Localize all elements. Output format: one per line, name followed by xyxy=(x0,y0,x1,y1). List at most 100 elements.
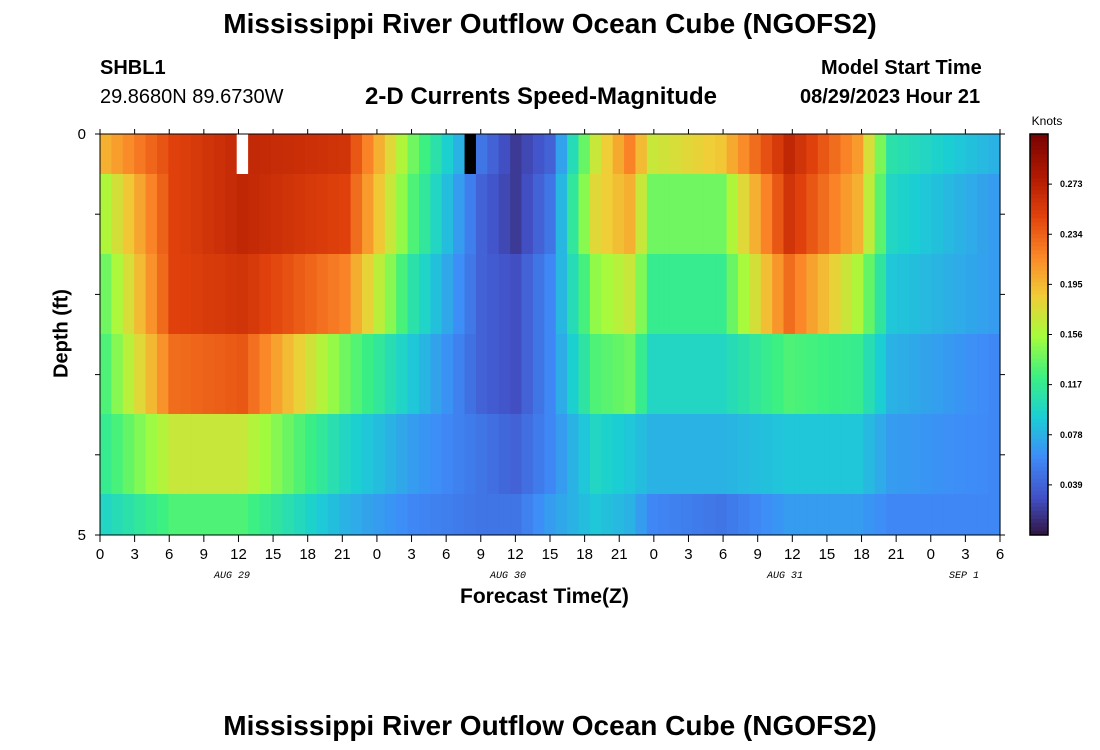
y-axis: 05 xyxy=(78,126,1005,544)
heatmap-cell xyxy=(886,254,899,334)
bottom-chart-title: Mississippi River Outflow Ocean Cube (NG… xyxy=(223,710,877,741)
heatmap-cell xyxy=(430,414,443,494)
heatmap-cell xyxy=(669,494,682,535)
heatmap-cell xyxy=(567,134,580,174)
colorbar-segment xyxy=(1030,502,1048,508)
heatmap-cell xyxy=(977,334,990,414)
heatmap-cell xyxy=(669,334,682,414)
chart-title: Mississippi River Outflow Ocean Cube (NG… xyxy=(223,8,877,39)
colorbar-segment xyxy=(1030,302,1048,307)
heatmap-cell xyxy=(282,134,295,174)
heatmap-cell xyxy=(988,254,1001,334)
heatmap-cell xyxy=(601,414,614,494)
heatmap-cell xyxy=(669,174,682,254)
colorbar-segment xyxy=(1030,362,1048,368)
colorbar-segment xyxy=(1030,446,1048,452)
heatmap-cell xyxy=(111,414,124,494)
heatmap-cell xyxy=(886,174,899,254)
heatmap-cell xyxy=(783,134,796,174)
heatmap-cell xyxy=(931,134,944,174)
colorbar-segment xyxy=(1030,190,1048,195)
colorbar-segment xyxy=(1030,450,1048,456)
heatmap-cell xyxy=(339,134,352,174)
heatmap-cell xyxy=(475,174,488,254)
heatmap-cell xyxy=(418,254,431,334)
heatmap-cell xyxy=(817,414,830,494)
heatmap-cell xyxy=(225,134,238,174)
date-label: SEP 1 xyxy=(949,571,979,582)
colorbar-segment xyxy=(1030,182,1048,187)
heatmap-cell xyxy=(475,414,488,494)
colorbar-segment xyxy=(1030,134,1048,139)
heatmap-cell xyxy=(441,174,454,254)
x-tick-label: 21 xyxy=(611,546,628,563)
heatmap-cell xyxy=(225,334,238,414)
colorbar-segment xyxy=(1030,270,1048,275)
colorbar-segment xyxy=(1030,166,1048,171)
heatmap-cell xyxy=(464,174,477,254)
heatmap-cell xyxy=(305,254,318,334)
heatmap-cell xyxy=(567,254,580,334)
heatmap-cell xyxy=(624,174,637,254)
heatmap-cell xyxy=(270,334,283,414)
heatmap-cell xyxy=(589,254,602,334)
heatmap-cell xyxy=(908,334,921,414)
heatmap-cell xyxy=(977,414,990,494)
date-labels: AUG 29 AUG 30 AUG 31 SEP 1 xyxy=(213,571,979,582)
heatmap-cell xyxy=(510,414,523,494)
x-tick-label: 9 xyxy=(200,546,208,563)
x-tick-label: 3 xyxy=(407,546,415,563)
heatmap-cell xyxy=(122,134,135,174)
heatmap-cell xyxy=(840,334,853,414)
heatmap-cell xyxy=(498,494,511,535)
heatmap-cell xyxy=(532,494,545,535)
heatmap-cell xyxy=(498,414,511,494)
colorbar-segment xyxy=(1030,142,1048,147)
heatmap-cell xyxy=(737,494,750,535)
heatmap-cell xyxy=(794,134,807,174)
heatmap-cell xyxy=(840,414,853,494)
heatmap-cell xyxy=(840,494,853,535)
heatmap-cell xyxy=(589,494,602,535)
heatmap-cell xyxy=(316,134,329,174)
heatmap-cell xyxy=(498,174,511,254)
colorbar-segment xyxy=(1030,214,1048,219)
heatmap-cell xyxy=(156,134,169,174)
heatmap-cell xyxy=(737,134,750,174)
x-tick-label: 6 xyxy=(996,546,1004,563)
heatmap-cell xyxy=(578,134,591,174)
heatmap-cell xyxy=(817,254,830,334)
colorbar-tick-label: 0.234 xyxy=(1060,229,1083,239)
heatmap-cell xyxy=(305,134,318,174)
heatmap-cell xyxy=(567,334,580,414)
colorbar-segment xyxy=(1030,438,1048,444)
heatmap-cell xyxy=(943,414,956,494)
heatmap-cell xyxy=(350,134,363,174)
heatmap-cell xyxy=(920,174,933,254)
colorbar-segment xyxy=(1030,522,1048,528)
heatmap-cell xyxy=(646,414,659,494)
colorbar-segment xyxy=(1030,262,1048,267)
heatmap-cell xyxy=(817,134,830,174)
heatmap-cell xyxy=(737,254,750,334)
colorbar-segment xyxy=(1030,338,1048,344)
x-axis-title: Forecast Time(Z) xyxy=(460,585,629,608)
colorbar-segment xyxy=(1030,322,1048,327)
heatmap-cell xyxy=(384,134,397,174)
heatmap-cell xyxy=(134,414,147,494)
colorbar-tick-label: 0.078 xyxy=(1060,430,1083,440)
heatmap-cell xyxy=(783,254,796,334)
heatmap-cell xyxy=(510,254,523,334)
heatmap-cell xyxy=(134,134,147,174)
colorbar-segment xyxy=(1030,158,1048,163)
heatmap-cell xyxy=(521,334,534,414)
heatmap-cell xyxy=(464,494,477,535)
heatmap-cell xyxy=(396,414,409,494)
heatmap-cell xyxy=(954,134,967,174)
heatmap-cell xyxy=(236,254,249,334)
heatmap-cell xyxy=(282,494,295,535)
heatmap-cell xyxy=(783,174,796,254)
date-label: AUG 30 xyxy=(489,571,526,582)
colorbar-segment xyxy=(1030,258,1048,263)
heatmap-cell xyxy=(794,334,807,414)
